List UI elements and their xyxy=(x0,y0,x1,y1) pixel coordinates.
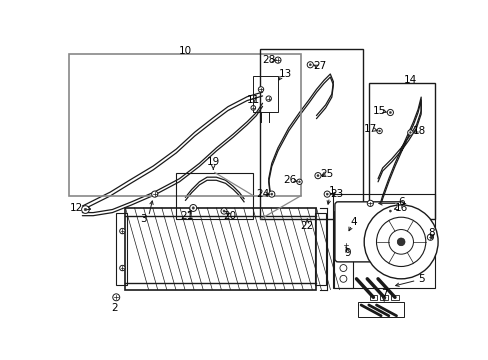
Text: 12: 12 xyxy=(69,203,82,213)
Circle shape xyxy=(364,205,437,279)
Bar xyxy=(333,211,353,288)
Text: 13: 13 xyxy=(279,69,292,79)
Circle shape xyxy=(339,275,346,282)
Circle shape xyxy=(258,87,263,92)
Circle shape xyxy=(81,206,89,213)
Circle shape xyxy=(339,223,346,230)
Circle shape xyxy=(192,207,194,209)
Circle shape xyxy=(268,191,274,197)
Bar xyxy=(176,172,253,219)
Circle shape xyxy=(298,181,300,183)
Circle shape xyxy=(265,96,271,101)
Circle shape xyxy=(376,128,382,134)
Bar xyxy=(390,295,398,300)
Circle shape xyxy=(151,191,158,197)
Circle shape xyxy=(339,254,346,261)
Circle shape xyxy=(407,130,412,135)
Circle shape xyxy=(388,112,391,113)
Text: 5: 5 xyxy=(417,274,424,284)
Circle shape xyxy=(339,265,346,271)
Circle shape xyxy=(408,131,410,134)
Circle shape xyxy=(84,208,86,211)
Circle shape xyxy=(120,228,125,234)
Text: 6: 6 xyxy=(397,197,404,207)
Text: 8: 8 xyxy=(428,228,434,238)
Text: 17: 17 xyxy=(363,125,376,134)
Circle shape xyxy=(325,193,327,195)
Circle shape xyxy=(338,217,347,226)
Text: 3: 3 xyxy=(141,214,147,224)
Circle shape xyxy=(274,57,281,63)
Text: 15: 15 xyxy=(372,106,386,116)
Circle shape xyxy=(427,234,432,240)
Circle shape xyxy=(306,62,313,68)
Bar xyxy=(116,213,127,285)
Circle shape xyxy=(378,130,380,132)
Circle shape xyxy=(342,242,348,248)
FancyBboxPatch shape xyxy=(334,202,404,262)
Circle shape xyxy=(314,172,321,179)
Circle shape xyxy=(270,193,272,195)
Circle shape xyxy=(221,208,226,214)
Circle shape xyxy=(113,294,120,301)
Text: 1: 1 xyxy=(328,186,334,196)
Circle shape xyxy=(376,217,425,266)
Circle shape xyxy=(366,200,373,206)
Bar xyxy=(125,208,316,289)
Text: 23: 23 xyxy=(329,189,343,199)
Text: 24: 24 xyxy=(255,189,268,199)
Bar xyxy=(260,49,362,219)
Circle shape xyxy=(388,210,391,212)
Text: 16: 16 xyxy=(394,203,407,213)
Circle shape xyxy=(396,238,404,246)
Text: 19: 19 xyxy=(206,157,220,167)
Circle shape xyxy=(324,191,329,197)
Circle shape xyxy=(388,230,413,254)
Text: 11: 11 xyxy=(246,95,260,105)
Bar xyxy=(369,295,377,300)
Circle shape xyxy=(189,204,196,211)
Text: 25: 25 xyxy=(320,169,333,179)
Text: 2: 2 xyxy=(111,303,118,313)
Bar xyxy=(314,213,325,285)
Circle shape xyxy=(339,243,346,250)
Bar xyxy=(333,194,434,288)
Circle shape xyxy=(120,265,125,271)
Bar xyxy=(253,76,277,112)
Bar xyxy=(357,302,404,317)
Circle shape xyxy=(316,175,318,177)
Text: 28: 28 xyxy=(262,55,275,65)
Text: 18: 18 xyxy=(412,126,426,136)
Circle shape xyxy=(386,109,393,116)
Text: 7: 7 xyxy=(380,289,386,299)
Bar xyxy=(368,83,434,219)
Circle shape xyxy=(308,64,311,66)
Circle shape xyxy=(339,232,346,239)
Bar xyxy=(380,295,387,300)
Text: 21: 21 xyxy=(180,211,193,221)
Circle shape xyxy=(223,210,224,212)
Text: 4: 4 xyxy=(349,217,356,227)
Circle shape xyxy=(296,179,302,184)
Circle shape xyxy=(250,105,255,110)
Text: 26: 26 xyxy=(283,175,296,185)
Text: 20: 20 xyxy=(223,211,236,221)
Text: 27: 27 xyxy=(312,61,325,71)
Circle shape xyxy=(386,208,393,214)
Text: 10: 10 xyxy=(179,46,192,56)
Bar xyxy=(68,54,301,195)
Text: 9: 9 xyxy=(343,248,350,258)
Text: 14: 14 xyxy=(403,75,416,85)
Text: 22: 22 xyxy=(300,221,313,231)
